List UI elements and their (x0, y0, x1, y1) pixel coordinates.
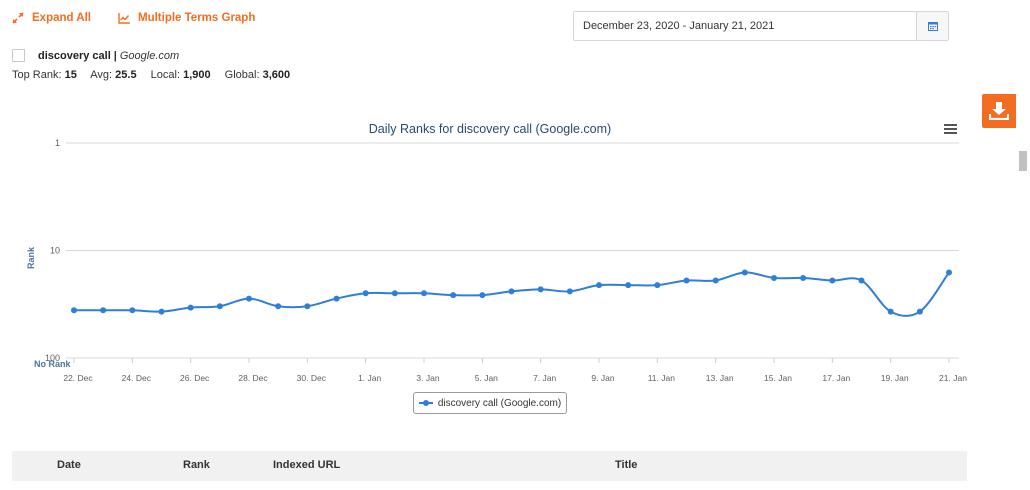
column-header-indexed-url[interactable]: Indexed URL (273, 459, 341, 471)
x-tick-label: 11. Jan (648, 373, 676, 383)
x-tick-label: 13. Jan (706, 373, 734, 383)
data-point[interactable] (537, 286, 544, 293)
data-point[interactable] (129, 307, 136, 314)
y-tick-label: 10 (50, 246, 60, 256)
term-row: discovery call | Google.com (12, 49, 179, 62)
legend-label: discovery call (Google.com) (437, 397, 562, 409)
term-stats: Top Rank: 15 Avg: 25.5 Local: 1,900 Glob… (12, 69, 301, 81)
data-point[interactable] (508, 288, 515, 295)
hamburger-menu-icon (944, 124, 957, 134)
results-table-header: Date Rank Indexed URL Title (12, 451, 967, 481)
top-rank-label: Top Rank: (12, 69, 62, 81)
data-point[interactable] (450, 292, 457, 299)
data-point[interactable] (946, 269, 952, 276)
x-tick-label: 28. Dec (238, 373, 268, 383)
data-point[interactable] (712, 277, 719, 284)
calendar-button[interactable] (916, 12, 948, 40)
data-point[interactable] (71, 307, 77, 314)
data-point[interactable] (625, 282, 632, 289)
avg-value: 25.5 (115, 69, 137, 81)
x-tick-label: 9. Jan (591, 373, 614, 383)
data-point[interactable] (333, 295, 340, 302)
y-axis-label: Rank (26, 246, 36, 269)
data-point[interactable] (216, 303, 223, 310)
x-tick-label: 24. Dec (122, 373, 152, 383)
global-label: Global: (224, 69, 260, 81)
data-point[interactable] (421, 290, 427, 297)
x-tick-label: 1. Jan (358, 373, 381, 383)
download-button[interactable] (982, 94, 1016, 128)
data-point[interactable] (858, 277, 865, 284)
data-point[interactable] (741, 269, 748, 276)
line-chart-icon (118, 12, 130, 24)
data-point[interactable] (887, 308, 894, 315)
data-point[interactable] (304, 303, 311, 310)
term-checkbox[interactable] (12, 49, 25, 62)
data-point[interactable] (275, 303, 282, 310)
x-tick-label: 21. Jan (939, 373, 967, 383)
data-point[interactable] (829, 277, 836, 284)
chart-legend[interactable]: discovery call (Google.com) (413, 392, 567, 414)
term-engine: Google.com (119, 49, 180, 62)
data-point[interactable] (596, 282, 602, 289)
expand-all-label: Expand All (32, 12, 91, 24)
x-tick-label: 7. Jan (533, 373, 556, 383)
no-rank-label: No Rank (34, 359, 72, 369)
x-tick-label: 26. Dec (180, 373, 210, 383)
chart-menu-button[interactable] (944, 124, 957, 134)
x-tick-label: 22. Dec (63, 373, 93, 383)
rank-chart: Daily Ranks for discovery call (Google.c… (26, 122, 967, 383)
top-rank-value: 15 (64, 69, 77, 81)
avg-label: Avg: (90, 69, 113, 81)
local-stat: Local: 1,900 (151, 69, 211, 81)
data-point[interactable] (479, 292, 486, 299)
top-rank-stat: Top Rank: 15 (12, 69, 77, 81)
x-tick-label: 17. Jan (822, 373, 850, 383)
date-range-picker[interactable]: December 23, 2020 - January 21, 2021 (573, 11, 949, 41)
data-point[interactable] (187, 304, 194, 311)
expand-all-button[interactable]: Expand All (12, 12, 91, 24)
data-point[interactable] (683, 277, 690, 284)
term-separator: | (113, 49, 117, 62)
x-tick-label: 3. Jan (416, 373, 439, 383)
expand-arrows-icon (12, 12, 24, 24)
data-point[interactable] (391, 290, 398, 297)
y-tick-label: 100 (45, 353, 60, 363)
x-tick-label: 15. Jan (764, 373, 792, 383)
column-header-rank[interactable]: Rank (183, 459, 210, 471)
scrollbar-thumb[interactable] (1019, 151, 1027, 171)
column-header-title[interactable]: Title (615, 459, 638, 471)
data-point[interactable] (246, 295, 252, 302)
data-point[interactable] (362, 290, 369, 297)
data-point[interactable] (771, 274, 777, 281)
avg-stat: Avg: 25.5 (90, 69, 136, 81)
global-stat: Global: 3,600 (225, 69, 290, 81)
multiple-terms-graph-label: Multiple Terms Graph (138, 12, 256, 24)
data-point[interactable] (654, 282, 661, 289)
x-tick-label: 5. Jan (475, 373, 498, 383)
local-value: 1,900 (183, 69, 211, 81)
data-point[interactable] (800, 274, 807, 281)
column-header-date[interactable]: Date (57, 459, 81, 471)
data-point[interactable] (566, 288, 573, 295)
global-value: 3,600 (262, 69, 291, 81)
date-range-value: December 23, 2020 - January 21, 2021 (583, 20, 775, 32)
y-tick-label: 1 (55, 138, 60, 148)
local-label: Local: (150, 69, 181, 81)
multiple-terms-graph-button[interactable]: Multiple Terms Graph (118, 12, 255, 24)
x-tick-label: 19. Jan (881, 373, 909, 383)
chart-title: Daily Ranks for discovery call (Google.c… (369, 122, 611, 136)
calendar-icon (927, 22, 938, 31)
data-point[interactable] (158, 308, 165, 315)
data-point[interactable] (100, 307, 107, 314)
legend-marker-icon (418, 400, 433, 406)
x-tick-label: 30. Dec (297, 373, 327, 383)
download-icon (989, 102, 1009, 120)
term-name: discovery call (38, 49, 111, 62)
data-point[interactable] (916, 308, 923, 315)
